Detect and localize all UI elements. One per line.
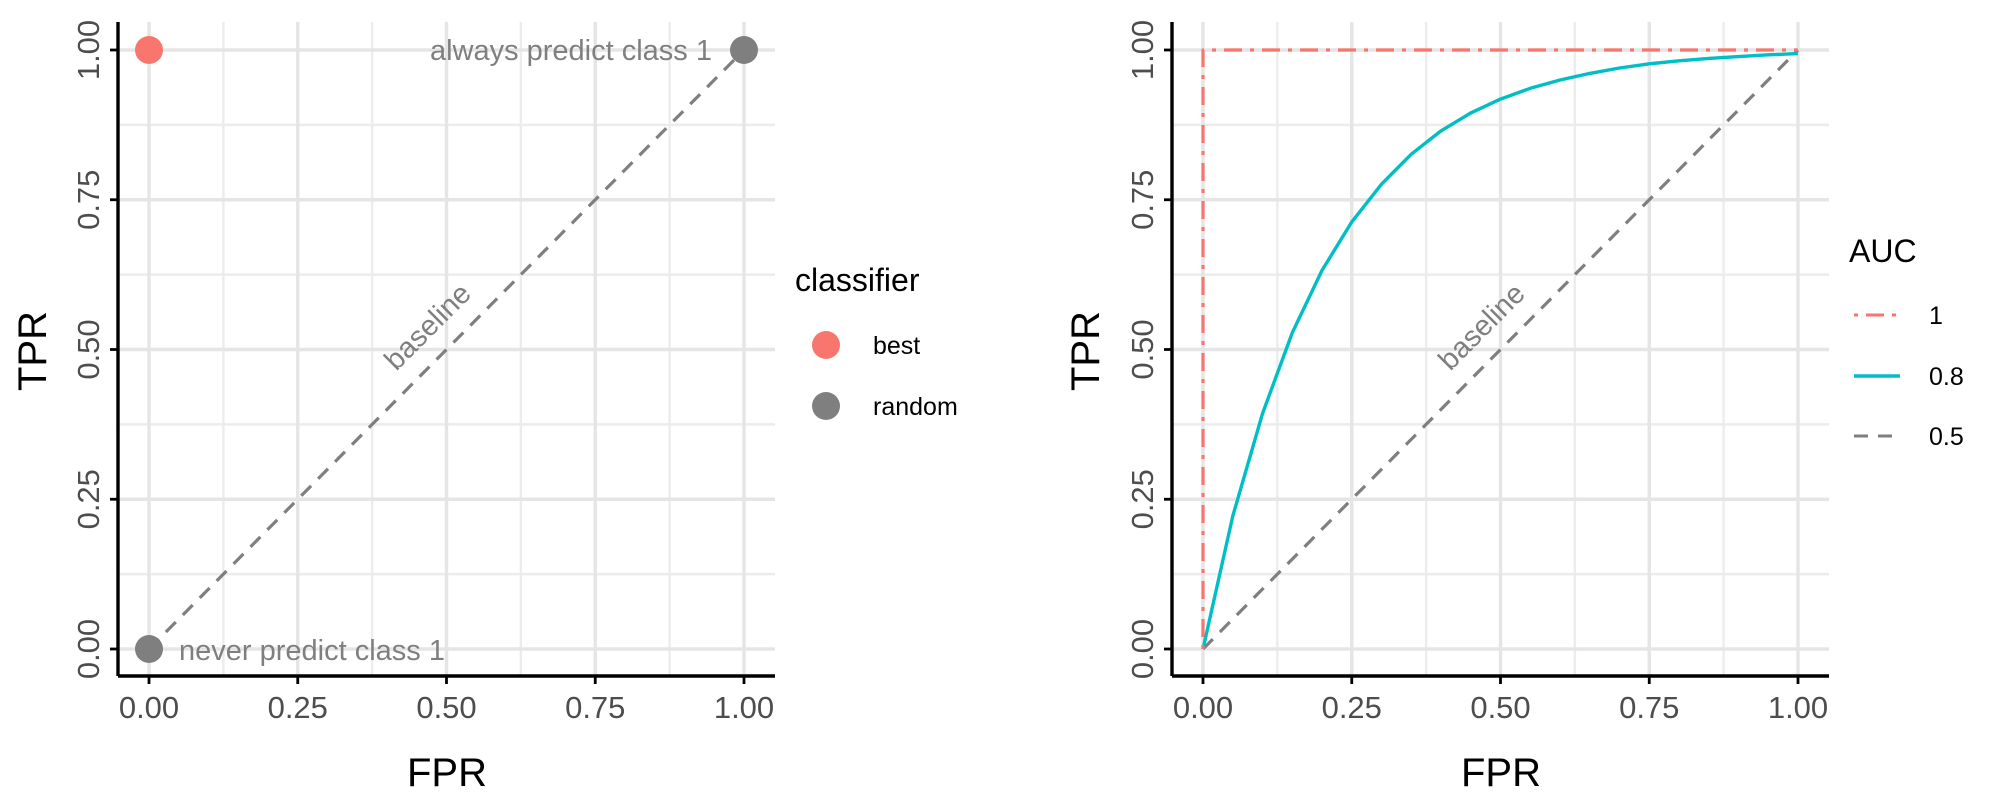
panel-1-legend-label-random: random <box>873 393 958 421</box>
y-tick-label: 1.00 <box>71 20 106 80</box>
y-tick-label: 0.00 <box>71 619 106 679</box>
y-tick-label: 0.75 <box>71 170 106 230</box>
y-tick-label: 1.00 <box>1125 20 1160 80</box>
panel-1-legend-title: classifier <box>795 262 920 298</box>
y-tick-label: 0.50 <box>71 319 106 379</box>
panel-2-x-axis-title: FPR <box>1461 751 1541 795</box>
series-line-0-8 <box>1201 51 1799 650</box>
x-tick-label: 0.00 <box>1173 690 1233 725</box>
panel-2-roc-curves: 0.00 0.25 0.50 0.75 1.00 0.00 0.25 0.50 0.75 1.00… <box>1064 20 1964 795</box>
x-tick-label: 0.25 <box>268 690 328 725</box>
x-tick-label: 0.25 <box>1322 690 1382 725</box>
x-tick-label: 0.75 <box>1619 690 1679 725</box>
x-tick-label: 1.00 <box>714 690 774 725</box>
panel-1-y-axis-title: TPR <box>11 311 55 391</box>
y-tick-label: 0.75 <box>1125 170 1160 230</box>
x-tick-label: 0.00 <box>119 690 179 725</box>
panel-1-annotation-never: never predict class 1 <box>179 635 445 667</box>
panel-1-legend-swatch-random <box>812 392 840 420</box>
panel-1-legend-swatch-best <box>812 331 840 359</box>
y-tick-label: 0.50 <box>1125 319 1160 379</box>
panel-1-points <box>135 36 758 663</box>
point-random <box>135 635 163 663</box>
panel-2-annotation-baseline: baseline <box>1433 278 1532 377</box>
panel-2-legend-title: AUC <box>1849 233 1917 269</box>
panel-2-legend-label-0-8: 0.8 <box>1929 363 1964 391</box>
x-tick-label: 0.50 <box>416 690 476 725</box>
panel-1-annotation-always: always predict class 1 <box>430 35 712 67</box>
panel-1-ticks: 0.00 0.25 0.50 0.75 1.00 0.00 0.25 0.50 0.75 1.00 <box>71 20 774 725</box>
panel-1-x-axis-title: FPR <box>407 751 487 795</box>
panel-1-baseline-line <box>147 48 746 651</box>
panel-2-series <box>1201 48 1800 651</box>
panel-2-legend: AUC 1 0.8 0.5 <box>1849 233 1964 451</box>
panel-2-ticks: 0.00 0.25 0.50 0.75 1.00 0.00 0.25 0.50 0.75 1.00 <box>1125 20 1828 725</box>
series-line-1 <box>1201 48 1798 649</box>
panel-2-legend-label-1: 1 <box>1929 302 1943 330</box>
x-tick-label: 1.00 <box>1768 690 1828 725</box>
x-tick-label: 0.50 <box>1470 690 1530 725</box>
point-best <box>135 36 163 64</box>
panel-1-legend-label-best: best <box>873 332 920 360</box>
panel-1-classifier-points: 0.00 0.25 0.50 0.75 1.00 0.00 0.25 0.50 0.75 1.00… <box>11 20 958 795</box>
point-random <box>730 36 758 64</box>
panel-2-legend-label-0-5: 0.5 <box>1929 423 1964 451</box>
panel-2-y-axis-title: TPR <box>1064 311 1108 391</box>
x-tick-label: 0.75 <box>565 690 625 725</box>
panel-1-gridlines <box>118 22 775 676</box>
y-tick-label: 0.00 <box>1125 619 1160 679</box>
y-tick-label: 0.25 <box>71 469 106 529</box>
panel-1-annotation-baseline: baseline <box>379 278 478 377</box>
panel-1-legend: classifier best random <box>795 262 958 421</box>
y-tick-label: 0.25 <box>1125 469 1160 529</box>
series-line-0-5 <box>1201 48 1800 651</box>
